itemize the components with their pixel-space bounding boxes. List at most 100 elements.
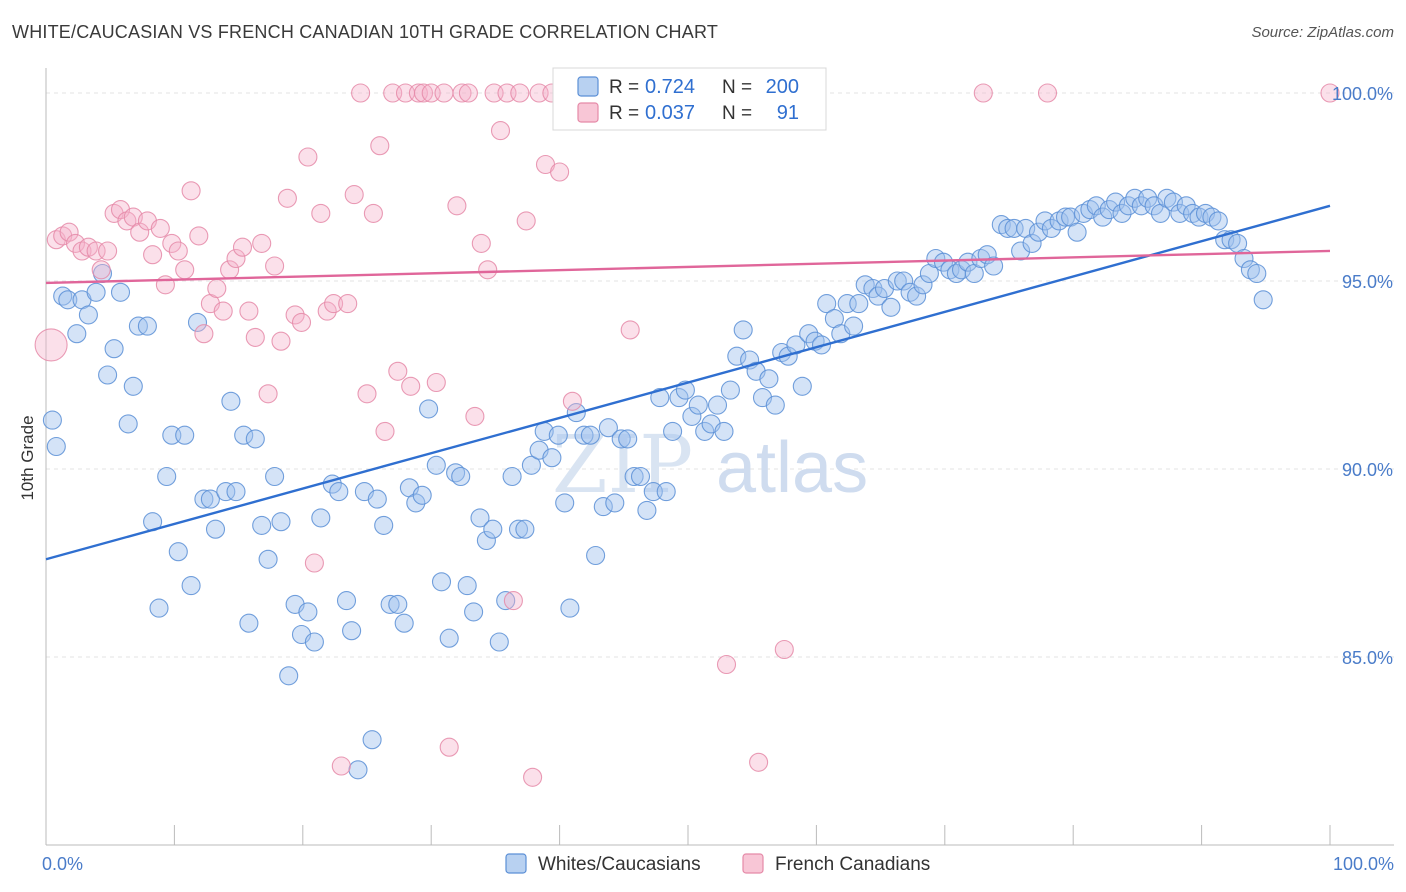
french-point-62 bbox=[439, 737, 459, 757]
french-point-14 bbox=[130, 222, 150, 242]
whites-point-6 bbox=[78, 305, 98, 325]
french-point-43 bbox=[317, 301, 337, 321]
french-point-70 bbox=[490, 121, 511, 141]
whites-point-186 bbox=[1240, 260, 1260, 280]
whites-point-56 bbox=[406, 493, 426, 513]
whites-point-50 bbox=[367, 489, 387, 509]
french-point-4 bbox=[65, 233, 86, 253]
whites-point-77 bbox=[542, 448, 562, 468]
y-axis-title: 10th Grade bbox=[18, 415, 37, 500]
whites-point-107 bbox=[733, 320, 753, 340]
whites-point-142 bbox=[958, 252, 978, 272]
stats-swatch-whites bbox=[577, 76, 599, 97]
french-point-65 bbox=[458, 83, 478, 103]
french-point-90 bbox=[774, 639, 794, 660]
whites-point-85 bbox=[593, 497, 613, 517]
french-point-16 bbox=[143, 245, 163, 265]
whites-point-163 bbox=[1093, 207, 1113, 227]
stats-n-value-french: 91 bbox=[777, 102, 799, 124]
series-whites-points bbox=[42, 188, 1273, 780]
whites-point-13 bbox=[123, 376, 143, 396]
whites-point-78 bbox=[548, 425, 568, 445]
whites-point-164 bbox=[1099, 200, 1119, 220]
stats-r-value-whites: 0.724 bbox=[645, 76, 695, 98]
whites-point-18 bbox=[157, 466, 177, 487]
whites-point-95 bbox=[656, 482, 676, 502]
whites-point-103 bbox=[707, 395, 728, 415]
french-point-54 bbox=[388, 361, 408, 381]
french-point-27 bbox=[213, 301, 233, 321]
whites-point-134 bbox=[907, 286, 927, 306]
french-point-72 bbox=[503, 591, 523, 611]
whites-point-11 bbox=[110, 282, 131, 302]
whites-point-24 bbox=[194, 489, 214, 509]
whites-point-30 bbox=[234, 425, 254, 445]
whites-point-165 bbox=[1106, 192, 1126, 212]
whites-point-21 bbox=[175, 425, 195, 445]
whites-point-187 bbox=[1247, 263, 1267, 284]
french-point-39 bbox=[291, 312, 312, 332]
french-point-7 bbox=[86, 241, 106, 261]
whites-point-34 bbox=[258, 549, 278, 569]
french-point-74 bbox=[516, 211, 536, 231]
whites-point-152 bbox=[1022, 233, 1042, 253]
y-tick-label-1: 95.0% bbox=[1342, 272, 1393, 292]
french-trend-line bbox=[45, 249, 1331, 285]
whites-point-96 bbox=[663, 421, 683, 441]
whites-point-49 bbox=[362, 730, 382, 750]
whites-point-92 bbox=[637, 500, 657, 520]
x-tick-label-1: 100.0% bbox=[1333, 854, 1394, 874]
whites-point-41 bbox=[304, 632, 324, 652]
french-point-81 bbox=[562, 391, 582, 411]
french-point-88 bbox=[716, 654, 737, 675]
whites-point-155 bbox=[1041, 218, 1061, 238]
french-point-73 bbox=[510, 83, 530, 103]
french-point-68 bbox=[478, 260, 498, 280]
french-point-9 bbox=[98, 241, 118, 261]
whites-point-128 bbox=[868, 286, 888, 306]
whites-point-10 bbox=[104, 339, 124, 359]
whites-point-69 bbox=[489, 632, 509, 652]
french-point-38 bbox=[285, 305, 305, 325]
french-point-50 bbox=[363, 203, 383, 223]
french-point-48 bbox=[351, 83, 371, 103]
french-point-3 bbox=[59, 222, 79, 242]
axes bbox=[45, 68, 1394, 846]
whites-point-100 bbox=[688, 395, 708, 415]
french-point-63 bbox=[447, 196, 467, 216]
whites-point-27 bbox=[216, 482, 236, 502]
whites-point-29 bbox=[226, 482, 246, 502]
french-point-49 bbox=[357, 384, 377, 404]
french-point-23 bbox=[189, 226, 209, 246]
french-point-85 bbox=[620, 320, 640, 340]
legend-label-french: French Canadians bbox=[775, 854, 930, 875]
french-point-20 bbox=[168, 241, 188, 261]
whites-point-112 bbox=[765, 395, 785, 415]
french-point-32 bbox=[245, 327, 265, 347]
whites-point-104 bbox=[714, 421, 734, 441]
whites-point-58 bbox=[419, 399, 439, 419]
whites-point-20 bbox=[168, 542, 188, 562]
french-point-46 bbox=[338, 294, 358, 314]
french-point-22 bbox=[181, 181, 201, 201]
whites-point-70 bbox=[496, 591, 516, 611]
whites-point-31 bbox=[239, 613, 259, 633]
whites-point-150 bbox=[1011, 241, 1031, 261]
x-tick-labels: 0.0% 100.0% bbox=[42, 854, 1394, 874]
french-point-66 bbox=[465, 406, 485, 426]
whites-point-33 bbox=[252, 515, 272, 535]
whites-point-61 bbox=[439, 628, 459, 648]
french-point-44 bbox=[324, 294, 344, 314]
whites-point-82 bbox=[574, 425, 594, 445]
french-point-64 bbox=[452, 83, 472, 103]
legend-swatch-french bbox=[742, 853, 764, 874]
whites-point-101 bbox=[695, 421, 715, 441]
trend-lines bbox=[45, 204, 1331, 561]
whites-point-15 bbox=[137, 316, 157, 336]
french-point-8 bbox=[91, 260, 111, 280]
whites-point-166 bbox=[1112, 203, 1132, 223]
whites-point-17 bbox=[149, 598, 169, 618]
whites-point-86 bbox=[598, 418, 618, 438]
whites-point-188 bbox=[1253, 290, 1273, 310]
